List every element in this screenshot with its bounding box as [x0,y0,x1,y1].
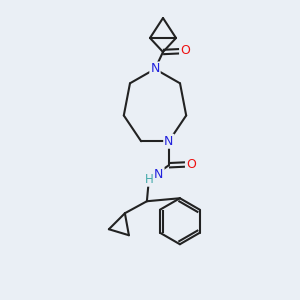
Text: O: O [186,158,196,171]
Text: N: N [150,62,160,76]
Text: N: N [154,168,164,181]
Text: N: N [164,135,174,148]
Text: O: O [180,44,190,58]
Text: H: H [145,173,153,186]
